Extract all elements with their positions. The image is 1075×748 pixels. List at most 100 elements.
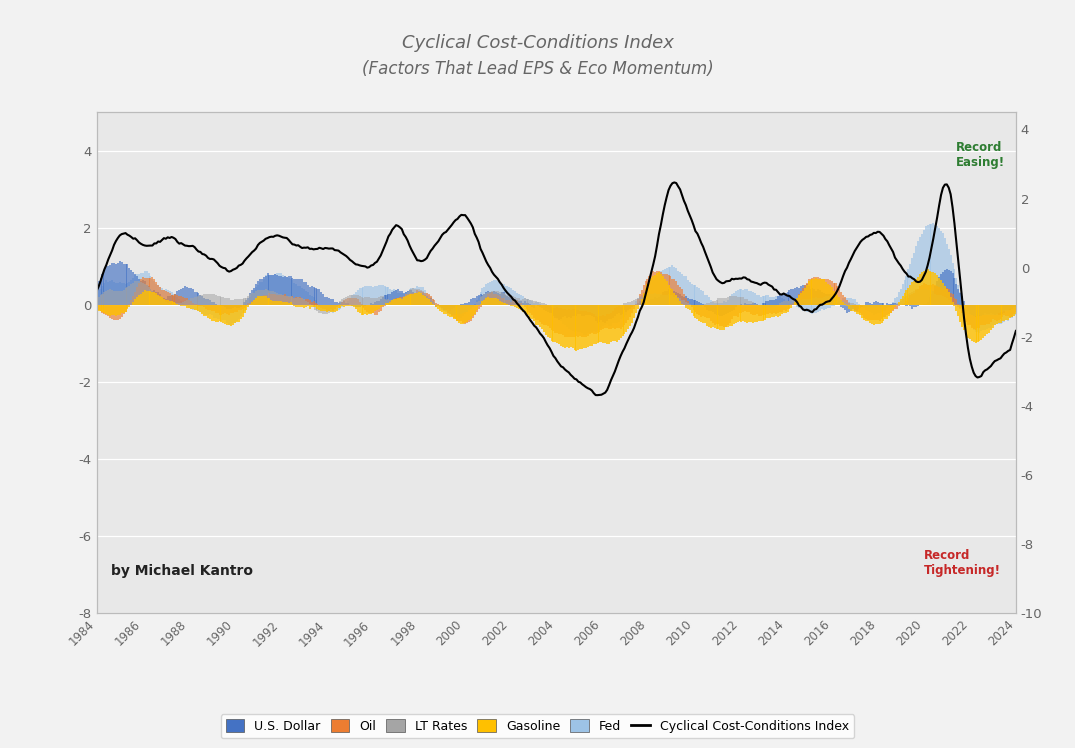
Bar	[487, 291, 489, 305]
Bar	[690, 299, 692, 305]
Bar	[311, 305, 313, 307]
Bar	[748, 305, 750, 322]
Bar	[113, 282, 115, 305]
Bar	[663, 269, 665, 305]
Bar	[577, 305, 579, 350]
Bar	[608, 305, 611, 319]
Bar	[315, 301, 316, 305]
Bar	[270, 291, 272, 305]
Bar	[606, 305, 608, 325]
Bar	[878, 305, 880, 307]
Bar	[144, 290, 146, 305]
Bar	[247, 305, 249, 307]
Bar	[159, 286, 161, 305]
Bar	[100, 289, 102, 305]
Bar	[814, 289, 816, 305]
Bar	[249, 303, 252, 305]
Bar	[829, 294, 831, 305]
Bar	[980, 305, 983, 316]
Bar	[992, 305, 994, 313]
Bar	[142, 280, 144, 305]
Bar	[468, 301, 470, 305]
Bar	[406, 291, 408, 305]
Bar	[96, 305, 98, 310]
Bar	[848, 302, 850, 305]
Bar	[199, 295, 201, 305]
Bar	[213, 294, 215, 305]
Bar	[535, 305, 538, 319]
Bar	[301, 288, 303, 305]
Bar	[978, 305, 980, 334]
Bar	[591, 305, 592, 313]
Bar	[672, 279, 673, 305]
Bar	[382, 285, 384, 305]
Bar	[320, 305, 322, 310]
Bar	[342, 305, 343, 306]
Bar	[560, 305, 562, 334]
Bar	[252, 302, 254, 305]
Bar	[479, 295, 482, 305]
Bar	[986, 305, 988, 324]
Bar	[211, 305, 213, 310]
Bar	[938, 278, 941, 305]
Bar	[739, 305, 741, 313]
Bar	[485, 292, 487, 305]
Bar	[612, 305, 614, 323]
Bar	[662, 292, 664, 305]
Bar	[242, 305, 244, 313]
Bar	[159, 296, 161, 305]
Bar	[145, 272, 147, 305]
Bar	[213, 305, 215, 311]
Bar	[253, 299, 255, 305]
Bar	[301, 298, 303, 305]
Bar	[117, 305, 119, 316]
Bar	[267, 275, 269, 305]
Bar	[360, 297, 362, 305]
Bar	[790, 301, 792, 305]
Bar	[812, 288, 814, 305]
Bar	[491, 291, 493, 305]
Bar	[954, 305, 956, 306]
Bar	[890, 305, 892, 313]
Bar	[350, 298, 353, 305]
Bar	[464, 305, 467, 324]
Bar	[841, 300, 843, 305]
Bar	[650, 280, 653, 305]
Bar	[827, 284, 829, 305]
Bar	[526, 299, 528, 305]
Bar	[548, 305, 550, 312]
Bar	[804, 285, 806, 305]
Bar	[286, 296, 288, 305]
Bar	[157, 292, 159, 305]
Bar	[601, 305, 602, 343]
Bar	[430, 298, 432, 305]
Bar	[934, 294, 936, 305]
Bar	[457, 305, 459, 321]
Bar	[915, 289, 917, 305]
Bar	[217, 295, 218, 305]
Bar	[817, 298, 819, 305]
Bar	[428, 295, 430, 305]
Bar	[543, 303, 545, 305]
Bar	[683, 294, 685, 305]
Bar	[924, 227, 927, 305]
Bar	[758, 295, 760, 305]
Bar	[618, 305, 619, 307]
Bar	[98, 305, 100, 310]
Bar	[990, 305, 992, 313]
Bar	[472, 305, 474, 307]
Bar	[723, 298, 726, 305]
Bar	[761, 305, 763, 321]
Bar	[435, 304, 438, 305]
Bar	[663, 275, 665, 305]
Bar	[946, 244, 948, 305]
Bar	[956, 299, 958, 305]
Bar	[252, 295, 254, 305]
Bar	[727, 305, 729, 313]
Bar	[326, 305, 328, 310]
Bar	[230, 300, 232, 305]
Bar	[203, 305, 205, 315]
Bar	[303, 289, 305, 305]
Bar	[101, 286, 103, 305]
Bar	[744, 298, 746, 305]
